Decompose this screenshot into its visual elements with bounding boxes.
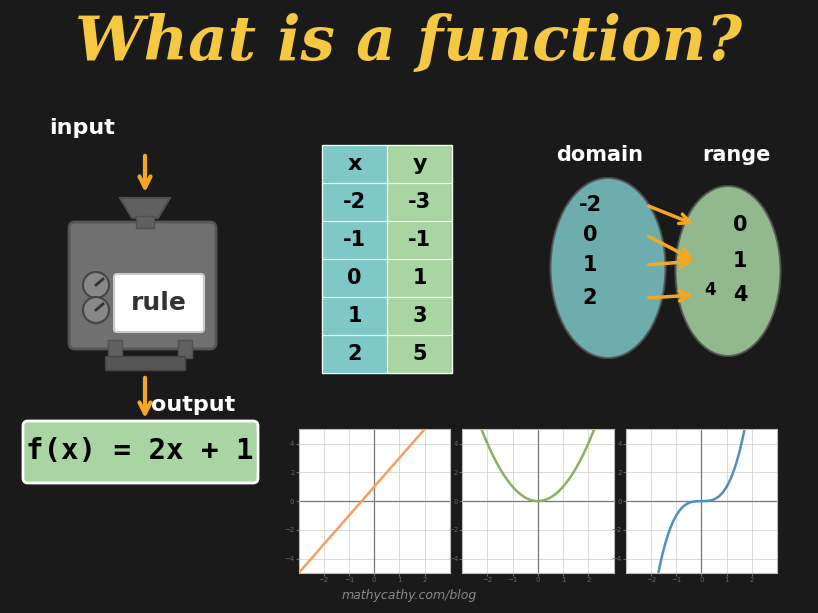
Ellipse shape xyxy=(676,186,780,356)
Bar xyxy=(322,335,387,373)
Text: What is a function?: What is a function? xyxy=(75,13,743,73)
Bar xyxy=(136,216,154,228)
Bar xyxy=(387,221,452,259)
FancyBboxPatch shape xyxy=(69,222,216,349)
Bar xyxy=(387,183,452,221)
Text: -1: -1 xyxy=(343,230,366,250)
Text: -3: -3 xyxy=(408,192,431,212)
Text: 0: 0 xyxy=(582,225,597,245)
Bar xyxy=(108,340,122,358)
Text: output: output xyxy=(151,395,235,415)
Text: range: range xyxy=(702,145,771,165)
Text: y: y xyxy=(412,154,427,174)
Bar xyxy=(105,356,185,370)
Bar xyxy=(387,145,452,183)
Bar xyxy=(387,297,452,335)
Bar xyxy=(387,221,452,259)
Text: x: x xyxy=(348,154,362,174)
Text: 1: 1 xyxy=(412,268,427,288)
Text: -1: -1 xyxy=(408,230,431,250)
Bar xyxy=(322,221,387,259)
Text: 4: 4 xyxy=(733,285,748,305)
Bar xyxy=(387,145,452,183)
Bar xyxy=(322,183,387,221)
Bar xyxy=(322,297,387,335)
Circle shape xyxy=(83,297,109,323)
Bar xyxy=(178,340,192,358)
FancyBboxPatch shape xyxy=(23,421,258,483)
Bar xyxy=(322,335,387,373)
Bar xyxy=(322,221,387,259)
Text: -2: -2 xyxy=(578,195,601,215)
Text: f(x) = 2x + 1: f(x) = 2x + 1 xyxy=(26,437,254,465)
Text: rule: rule xyxy=(131,291,187,315)
Polygon shape xyxy=(120,198,170,218)
Text: 3: 3 xyxy=(412,306,427,326)
Text: 2: 2 xyxy=(348,344,362,364)
Bar xyxy=(322,145,387,183)
Text: 0: 0 xyxy=(733,215,748,235)
Bar xyxy=(322,297,387,335)
Bar xyxy=(322,183,387,221)
Text: -2: -2 xyxy=(343,192,366,212)
Text: domain: domain xyxy=(556,145,644,165)
Bar xyxy=(387,335,452,373)
Text: 5: 5 xyxy=(412,344,427,364)
Text: 2: 2 xyxy=(582,288,597,308)
Bar xyxy=(322,145,387,183)
Bar xyxy=(387,183,452,221)
Text: 1: 1 xyxy=(348,306,362,326)
Circle shape xyxy=(83,272,109,298)
Text: input: input xyxy=(49,118,115,138)
Bar xyxy=(322,259,387,297)
Text: 4: 4 xyxy=(704,281,716,299)
Bar xyxy=(387,297,452,335)
Text: 1: 1 xyxy=(733,251,748,271)
Text: mathycathy.com/blog: mathycathy.com/blog xyxy=(341,588,477,601)
Bar xyxy=(387,259,452,297)
Text: 0: 0 xyxy=(348,268,362,288)
Bar xyxy=(322,259,387,297)
Ellipse shape xyxy=(551,178,666,358)
Text: 1: 1 xyxy=(582,255,597,275)
FancyBboxPatch shape xyxy=(114,274,204,332)
Bar xyxy=(387,259,452,297)
Bar xyxy=(387,335,452,373)
